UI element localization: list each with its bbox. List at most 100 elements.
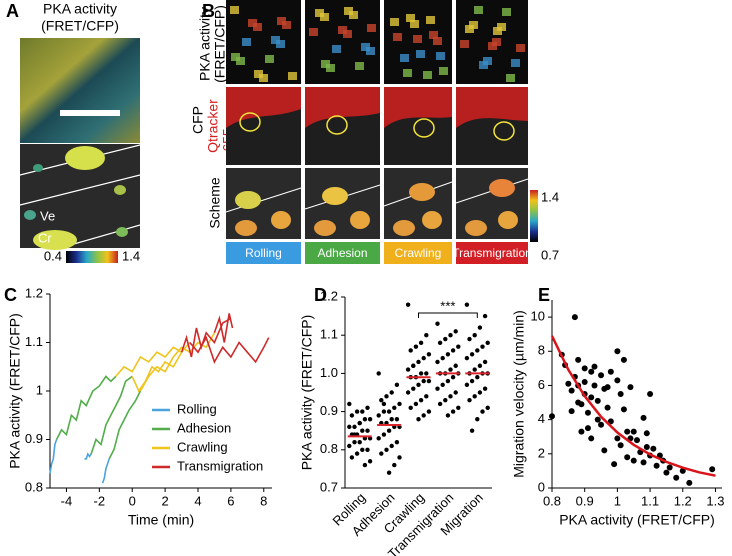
dot xyxy=(347,401,352,407)
image-speckle xyxy=(276,40,285,48)
scatter-point xyxy=(617,391,624,397)
stage-label: Crawling xyxy=(395,246,442,260)
dot xyxy=(394,439,400,445)
image-speckle xyxy=(253,23,262,31)
dot xyxy=(376,413,381,418)
line-series xyxy=(55,375,142,460)
scatter-point xyxy=(568,408,575,415)
image-speckle xyxy=(338,26,347,34)
scatter-point xyxy=(578,401,585,408)
dot xyxy=(416,382,421,388)
scatter-point xyxy=(591,382,598,389)
image-speckle xyxy=(282,21,291,29)
scatter-point xyxy=(588,435,595,442)
scatter-point xyxy=(630,428,637,435)
panel-title: PKA activity xyxy=(43,1,117,17)
dot xyxy=(485,405,490,410)
dot xyxy=(453,363,458,368)
cell-outline xyxy=(493,121,515,141)
y-tick-label: 10 xyxy=(531,309,545,324)
image-speckle xyxy=(259,74,268,82)
image-speckle xyxy=(366,47,375,55)
stage-label: Rolling xyxy=(245,246,282,260)
qtracker xyxy=(384,87,452,128)
scatter-point xyxy=(624,454,631,461)
dot xyxy=(362,417,368,422)
stage-label-bg xyxy=(305,242,380,264)
region-label: Cr xyxy=(38,230,52,245)
dot xyxy=(392,462,397,468)
scatter-point xyxy=(598,372,605,379)
x-axis-title: Time (min) xyxy=(128,512,194,528)
dot xyxy=(416,417,421,422)
scatter-point xyxy=(607,368,614,375)
x-tick-label: -4 xyxy=(61,493,73,508)
dot xyxy=(397,455,402,460)
dot xyxy=(485,340,490,346)
stage-label: Adhesion xyxy=(317,246,367,260)
y-tick-label: 1.0 xyxy=(320,365,338,380)
x-axis-title: PKA activity (FRET/CFP) xyxy=(559,512,715,528)
scatter-point xyxy=(594,397,601,404)
dot xyxy=(467,336,472,342)
y-tick-label: 8 xyxy=(538,343,545,358)
image-speckle xyxy=(242,38,251,46)
scatter-point xyxy=(643,430,650,437)
y-tick-label: 0.9 xyxy=(320,403,338,418)
dot xyxy=(475,375,480,380)
dot xyxy=(349,413,355,418)
dot xyxy=(381,409,387,414)
cell-outline xyxy=(413,118,435,138)
scatter-point xyxy=(601,447,608,454)
scatter-point xyxy=(686,479,693,486)
image-speckle xyxy=(343,30,352,38)
x-tick-label: 1.1 xyxy=(641,493,659,508)
dot xyxy=(421,378,426,384)
dot xyxy=(413,401,419,407)
scatter-point xyxy=(604,384,611,391)
scatter-point xyxy=(607,418,614,425)
y-tick-label: 1.1 xyxy=(25,334,43,349)
image-speckle xyxy=(309,28,318,36)
y-tick-label: 0.9 xyxy=(25,431,43,446)
scatter-point xyxy=(620,356,627,363)
panel-label: D xyxy=(314,285,327,305)
scatter-point xyxy=(627,384,634,391)
image-speckle xyxy=(511,59,520,67)
scatter-point xyxy=(614,377,621,384)
scatter-point xyxy=(591,363,598,370)
dot xyxy=(464,302,470,307)
image-grid: Rolling Adhesion Crawling Transmigration xyxy=(225,0,532,264)
cell xyxy=(33,164,43,172)
panel-title: (FRET/CFP) xyxy=(41,18,119,34)
dot xyxy=(450,409,456,414)
dot xyxy=(469,428,475,433)
y-tick-label: 6 xyxy=(538,377,545,392)
dot xyxy=(424,371,429,376)
dot xyxy=(448,367,453,372)
cell xyxy=(465,220,487,236)
dot xyxy=(381,401,387,407)
scatter-point xyxy=(614,348,621,355)
significance-label: *** xyxy=(440,298,455,313)
image-speckle xyxy=(231,53,240,61)
dot xyxy=(445,378,451,384)
dot xyxy=(437,401,443,407)
x-tick-label: 0.8 xyxy=(543,493,561,508)
dot xyxy=(477,390,483,395)
dot xyxy=(392,405,397,410)
x-tick-label: 0 xyxy=(129,493,136,508)
scatter-point xyxy=(571,314,578,321)
cell xyxy=(114,185,126,195)
dot xyxy=(472,394,477,399)
scatter-point xyxy=(588,368,595,375)
dot xyxy=(408,348,413,353)
dot xyxy=(477,325,483,330)
y-axis-title: Migration velocity (µm/min) xyxy=(511,310,527,478)
dot xyxy=(437,340,443,346)
dot xyxy=(424,394,429,399)
dot xyxy=(386,409,392,414)
dot xyxy=(379,451,384,456)
image-speckle xyxy=(315,9,324,17)
image-speckle xyxy=(320,13,329,21)
